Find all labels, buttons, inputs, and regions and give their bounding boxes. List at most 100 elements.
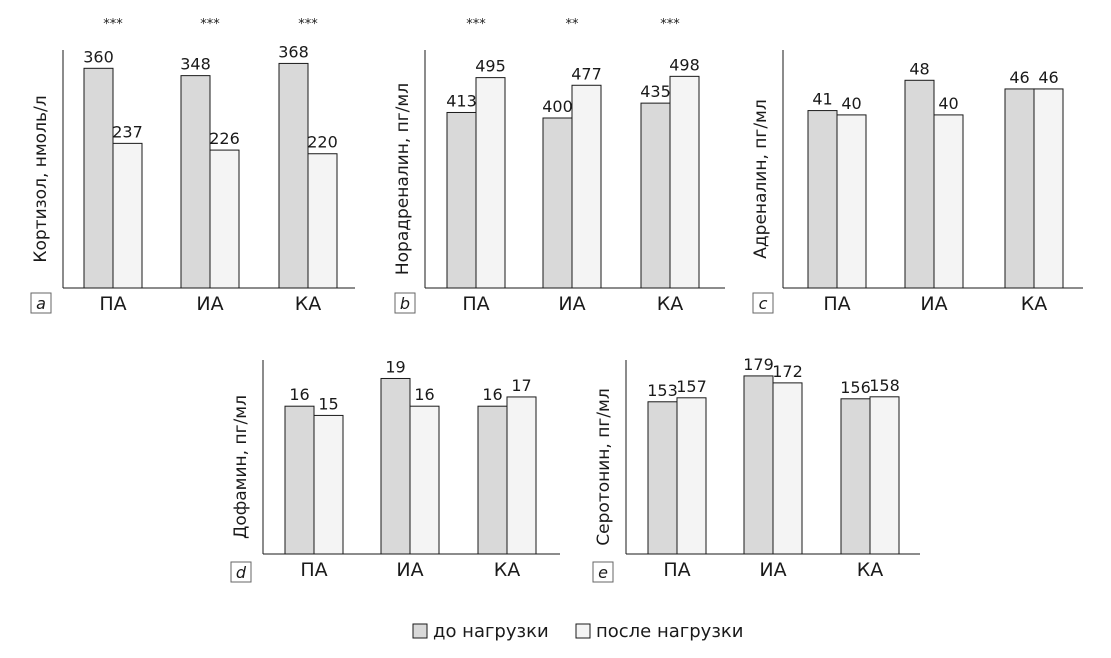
bar-after-ИА [209, 149, 240, 289]
y-axis-label: Дофамин, пг/мл [231, 395, 251, 539]
bar-before-КА [477, 405, 508, 555]
bar-before-ПА [284, 405, 315, 555]
x-tick-label: ИА [396, 559, 423, 581]
data-label-before: 41 [812, 90, 832, 109]
bar-before-ПА [647, 401, 678, 555]
bar-before-КА [278, 62, 309, 289]
significance-marker: *** [103, 17, 123, 32]
panel-letter-box [30, 292, 52, 314]
bar-before-ИА [542, 117, 573, 289]
panel-letter-box [394, 292, 416, 314]
legend-swatch-before [412, 623, 428, 639]
bar-before-ИА [743, 375, 774, 555]
data-label-after: 477 [571, 64, 602, 83]
y-axis-label: Адреналин, пг/мл [751, 99, 771, 258]
bar-after-КА [1033, 88, 1064, 289]
panel-letter: b [400, 294, 410, 313]
legend: до нагрузки после нагрузки [412, 621, 743, 642]
bar-before-КА [640, 102, 671, 289]
panel-letter: a [36, 294, 46, 313]
significance-marker: *** [660, 17, 680, 32]
x-tick-label: КА [1021, 293, 1048, 315]
x-tick-label: ПА [663, 559, 690, 581]
significance-marker: *** [298, 17, 318, 32]
bar-after-ИА [571, 84, 602, 289]
data-label-after: 226 [209, 129, 240, 148]
bar-before-ИА [904, 79, 935, 289]
significance-marker: *** [200, 17, 220, 32]
data-label-after: 220 [307, 133, 338, 152]
x-tick-label: КА [657, 293, 684, 315]
panel-letter-box [752, 292, 774, 314]
data-label-before: 179 [743, 355, 774, 374]
data-label-before: 360 [83, 47, 114, 66]
bar-after-КА [869, 396, 900, 555]
data-label-after: 40 [938, 94, 958, 113]
bar-after-ПА [676, 397, 707, 555]
chart-panel-a: Кортизол, нмоль/л a 360 237 ПА *** 348 226 ИА ***… [30, 17, 355, 315]
bar-after-ПА [836, 114, 867, 289]
x-tick-label: ПА [823, 293, 850, 315]
panel-letter: c [759, 294, 768, 313]
bar-before-КА [840, 398, 871, 555]
bar-before-ИА [380, 377, 411, 555]
x-tick-label: ИА [196, 293, 223, 315]
data-label-after: 40 [841, 94, 861, 113]
legend-label-before: до нагрузки [433, 621, 549, 642]
data-label-after: 17 [511, 376, 531, 395]
bar-before-ПА [83, 67, 114, 289]
data-label-before: 16 [482, 385, 502, 404]
data-label-before: 400 [542, 97, 573, 116]
bar-before-КА [1004, 88, 1035, 289]
x-tick-label: ПА [300, 559, 327, 581]
data-label-after: 495 [475, 57, 506, 76]
x-tick-label: ИА [920, 293, 947, 315]
data-label-after: 157 [676, 377, 707, 396]
bar-after-ИА [409, 405, 440, 555]
data-label-before: 153 [647, 381, 678, 400]
x-tick-label: КА [857, 559, 884, 581]
data-label-before: 413 [446, 91, 477, 110]
bar-after-ПА [313, 414, 344, 555]
bar-after-КА [307, 153, 338, 289]
chart-panel-b: Норадреналин, пг/мл b 413 495 ПА *** 400 477 ИА *… [393, 17, 725, 315]
data-label-before: 48 [909, 59, 929, 78]
data-label-before: 19 [385, 357, 405, 376]
x-tick-label: ПА [99, 293, 126, 315]
data-label-after: 172 [772, 362, 803, 381]
bar-before-ПА [446, 111, 477, 289]
bar-before-ПА [807, 110, 838, 289]
x-tick-label: ПА [462, 293, 489, 315]
bar-after-ПА [475, 77, 506, 289]
data-label-before: 16 [289, 385, 309, 404]
y-axis-label: Серотонин, пг/мл [594, 388, 614, 545]
legend-label-after: после нагрузки [596, 621, 743, 642]
data-label-after: 15 [318, 394, 338, 413]
data-label-after: 46 [1038, 68, 1058, 87]
x-tick-label: КА [494, 559, 521, 581]
data-label-before: 435 [640, 82, 671, 101]
y-axis-label: Кортизол, нмоль/л [31, 95, 51, 262]
data-label-after: 16 [414, 385, 434, 404]
x-tick-label: КА [295, 293, 322, 315]
panel-letter: e [598, 563, 608, 582]
panel-letter: d [236, 563, 247, 582]
significance-marker: *** [466, 17, 486, 32]
data-label-before: 156 [840, 378, 871, 397]
bar-after-ИА [772, 382, 803, 555]
chart-panel-d: Дофамин, пг/мл d 16 15 ПА 19 16 ИА 16 17 КА [230, 357, 560, 583]
data-label-after: 498 [669, 55, 700, 74]
data-label-after: 158 [869, 376, 900, 395]
y-axis-label: Норадреналин, пг/мл [393, 83, 413, 275]
data-label-before: 348 [180, 55, 211, 74]
legend-swatch-after [575, 623, 591, 639]
data-label-after: 237 [112, 122, 143, 141]
x-tick-label: ИА [759, 559, 786, 581]
bar-after-ИА [933, 114, 964, 289]
bar-after-ПА [112, 142, 143, 289]
panel-letter-box [230, 561, 252, 583]
significance-marker: ** [566, 17, 580, 32]
data-label-before: 368 [278, 42, 309, 61]
